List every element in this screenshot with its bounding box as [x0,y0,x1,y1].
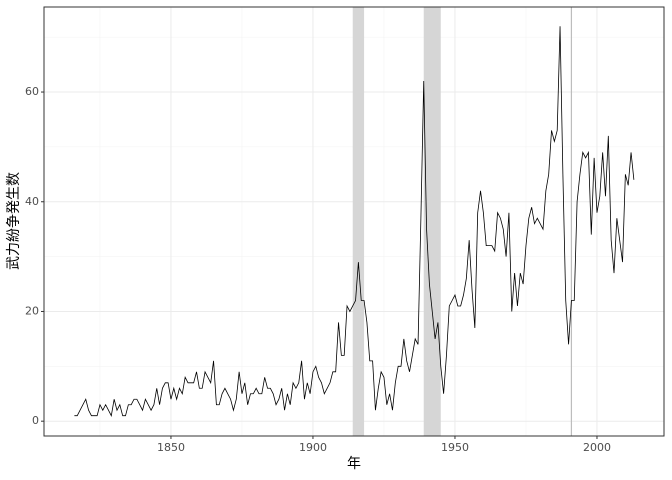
panel-border [43,6,665,437]
x-tick-label: 2000 [583,441,611,454]
line [74,26,635,417]
x-tick-label: 1900 [299,441,327,454]
y-tick-label: 20 [25,304,39,317]
y-tick-label: 0 [32,414,39,427]
y-axis-label: 武力紛争発生数 [6,172,22,270]
x-tick-label: 1850 [157,441,185,454]
x-axis-label: 年 [347,456,361,472]
shaded-period [352,7,365,436]
y-tick-label: 60 [25,85,39,98]
x-tick-label: 1950 [441,441,469,454]
y-tick-label: 40 [25,195,39,208]
